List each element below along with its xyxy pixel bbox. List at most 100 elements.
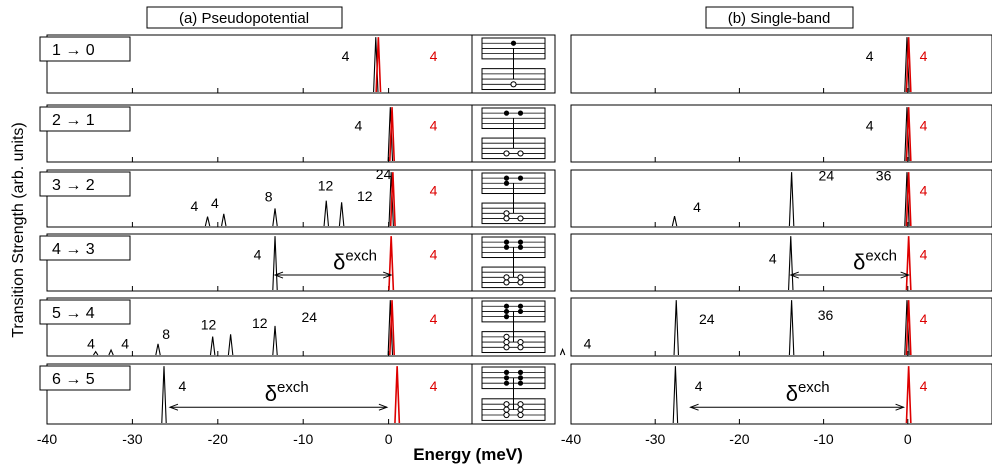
panel-a-title-box [146, 6, 343, 29]
electron-dot [517, 239, 524, 245]
transition-label-text: 3 → 2 [52, 177, 95, 194]
black-peak [272, 325, 278, 356]
red-peak [905, 366, 912, 424]
hole-dot [517, 150, 524, 157]
transition-label-box [39, 299, 131, 325]
red-peak-label: 4 [920, 311, 928, 327]
peak-degeneracy-label: 4 [866, 118, 874, 134]
black-peak [671, 215, 678, 227]
pseudopotential-panel: 4 4 8 12 12 24 4 5 → 4 [39, 297, 475, 357]
transition-label-text: 5 → 4 [52, 305, 95, 322]
red-peak [905, 236, 912, 291]
peak-degeneracy-label: 24 [376, 166, 392, 182]
peak-degeneracy-label: 4 [211, 195, 219, 211]
hole-dot [517, 274, 524, 281]
electron-dot [517, 369, 524, 375]
transition-label-box [39, 171, 131, 197]
electron-dot [503, 244, 510, 250]
red-peak [389, 300, 396, 356]
electron-dot [517, 375, 524, 381]
peak-degeneracy-label: 24 [699, 311, 715, 327]
peak-degeneracy-label: 4 [87, 335, 95, 351]
hole-dot [517, 338, 524, 346]
delta-exch-arrow-head-right [382, 271, 393, 279]
red-peak-label: 4 [430, 48, 438, 64]
peak-degeneracy-label: 8 [162, 326, 170, 342]
peak-degeneracy-label: 4 [769, 251, 777, 267]
single-band-panel-frame [570, 297, 992, 357]
black-peak [323, 200, 330, 227]
red-peak [905, 107, 912, 162]
delta-exch-arrow-head-left [689, 403, 699, 411]
peak-degeneracy-label: 24 [819, 167, 835, 183]
x-tick-label: -30 [122, 431, 142, 447]
electron-dot [503, 314, 510, 320]
y-axis-label: Transition Strength (arb. units) [10, 122, 27, 338]
peak-degeneracy-label: 12 [357, 188, 373, 204]
electron-dot [503, 308, 510, 315]
black-peak [221, 213, 227, 227]
electron-dot [517, 175, 524, 181]
x-axis-label: Energy (meV) [413, 445, 523, 464]
transition-label: 3 → 2 [39, 171, 131, 197]
black-peak [387, 107, 394, 162]
electron-dot [510, 40, 517, 46]
black-peak [93, 350, 99, 356]
black-peak [387, 300, 394, 356]
red-peak [389, 172, 396, 227]
peak-degeneracy-label: 12 [318, 178, 334, 194]
level-diagram [471, 169, 556, 228]
electron-dot [517, 110, 524, 116]
peak-degeneracy-label: 36 [876, 167, 892, 183]
peak-degeneracy-label: 4 [121, 335, 129, 351]
delta-exch-arrow-head-left [168, 403, 179, 411]
plot-row: 4 4 8 12 12 24 4 5 → 4 4 24 36 4 [39, 297, 992, 357]
transition-label-box [39, 106, 131, 132]
hole-dot [503, 406, 510, 413]
single-band-panel-frame [570, 169, 992, 228]
red-peak-label: 4 [920, 183, 928, 199]
delta-exch-label: δexch [786, 379, 830, 406]
delta-exch-label: δexch [333, 247, 377, 274]
transition-label-text: 4 → 3 [52, 241, 95, 258]
black-peak [788, 172, 795, 227]
hole-dot [517, 279, 524, 286]
red-peak-label: 4 [430, 118, 438, 134]
electron-dot [517, 380, 524, 386]
transition-label: 1 → 0 [39, 36, 131, 62]
single-band-panel-frame [570, 34, 992, 94]
black-peak [272, 236, 278, 291]
x-tick-label: -20 [729, 431, 749, 447]
panel-b-title: (b) Single-band [728, 10, 831, 27]
black-peak [672, 366, 679, 424]
black-peak [788, 236, 794, 291]
level-diagram [471, 233, 556, 292]
peak-degeneracy-label: 4 [354, 118, 362, 134]
x-tick-labels-left: -40 -30 -20 -10 0 [37, 431, 393, 447]
single-band-panel: 4 4 δexch [570, 233, 992, 292]
transition-label: 4 → 3 [39, 235, 131, 261]
hole-dot [503, 411, 510, 419]
hole-dot [503, 274, 510, 281]
single-band-panel-frame [570, 233, 992, 292]
electron-dot [503, 175, 510, 181]
peak-degeneracy-label: 8 [265, 188, 273, 204]
x-tick-label: 0 [904, 431, 912, 447]
red-peak-label: 4 [920, 247, 928, 263]
pseudopotential-panel: 4 4 2 → 1 [39, 104, 475, 163]
red-peak-label: 4 [430, 378, 438, 394]
delta-exch-arrow-head-left [789, 271, 799, 279]
electron-dot [503, 369, 510, 375]
hole-dot [503, 401, 510, 408]
plot-row: 4 4 δexch 4 → 3 4 4 δexch [39, 233, 992, 292]
pseudopotential-panel: 4 4 1 → 0 [39, 34, 475, 94]
red-peak-label: 4 [920, 118, 928, 134]
hole-dot [503, 215, 510, 222]
red-peak [905, 172, 912, 227]
hole-dot [517, 401, 524, 408]
